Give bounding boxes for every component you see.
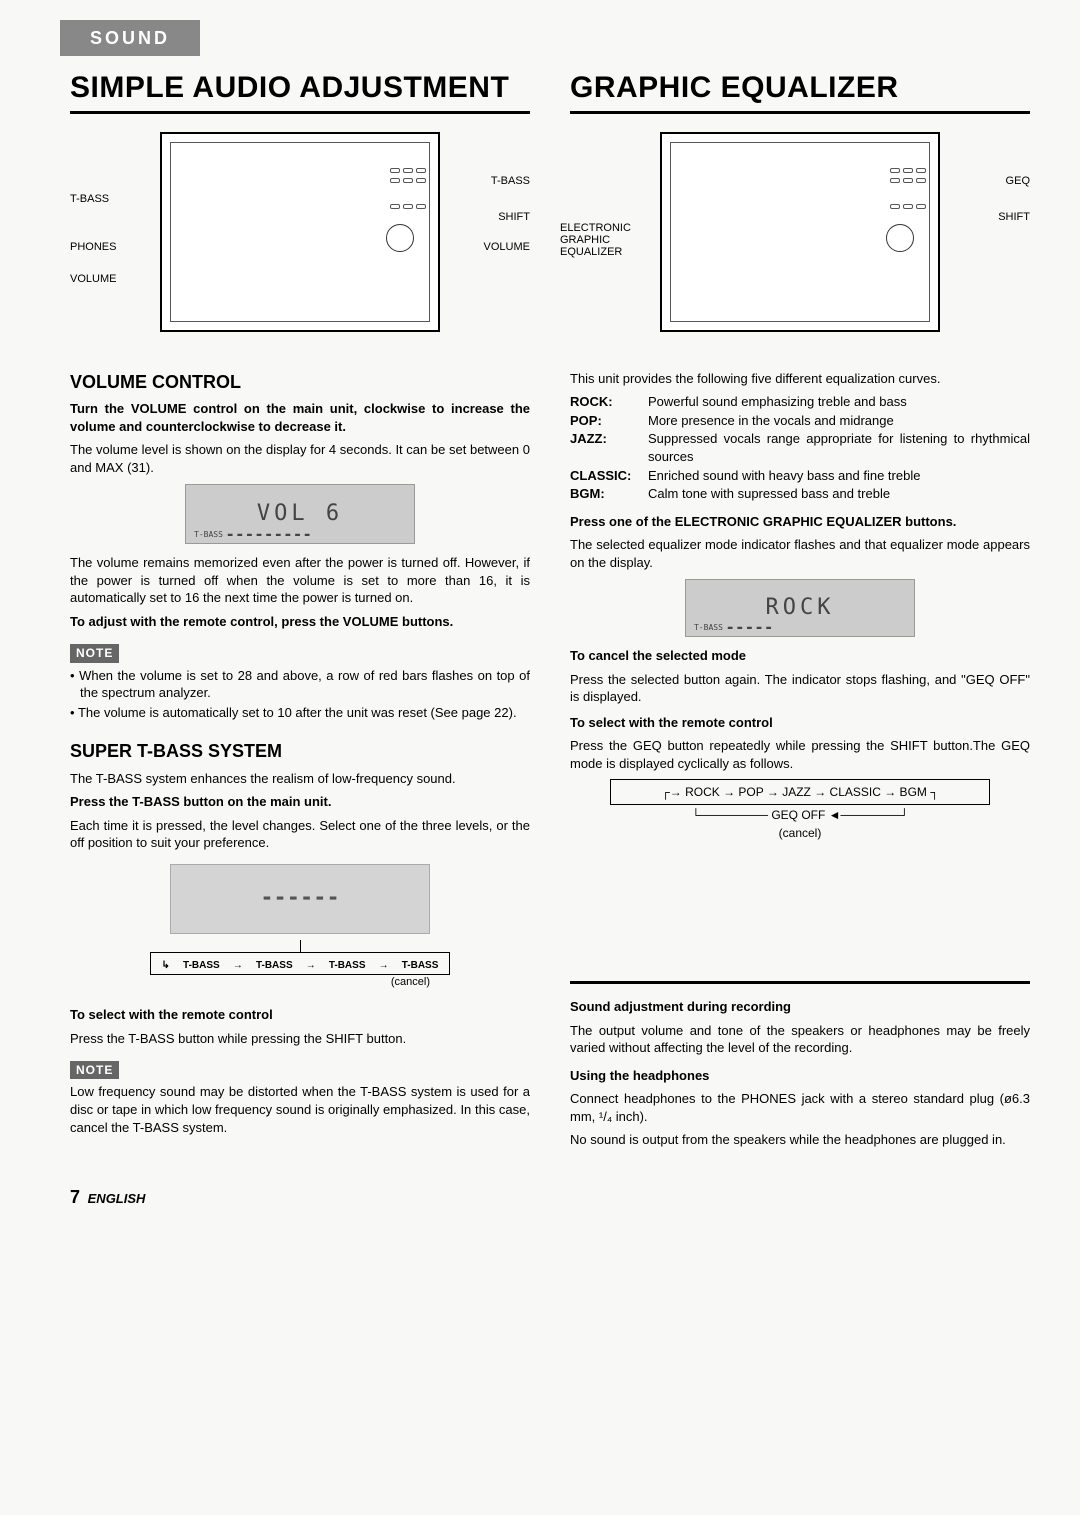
- eq-bgm: BGM:Calm tone with supressed bass and tr…: [570, 485, 1030, 503]
- eq-rock: ROCK:Powerful sound emphasizing treble a…: [570, 393, 1030, 411]
- tbass-cancel-label: (cancel): [130, 975, 470, 990]
- volume-remote-text: To adjust with the remote control, press…: [70, 613, 530, 631]
- eq-intro: This unit provides the following five di…: [570, 370, 1030, 388]
- hp-text1: Connect headphones to the PHONES jack wi…: [570, 1090, 1030, 1125]
- tbass-press: Press the T-BASS button on the main unit…: [70, 793, 530, 811]
- volume-control-heading: VOLUME CONTROL: [70, 370, 530, 394]
- tbass-display: ▬ ▬ ▬ ▬ ▬ ▬: [170, 864, 430, 934]
- eq-cancel-text: Press the selected button again. The ind…: [570, 671, 1030, 706]
- stereo-diagram-left: T-BASS PHONES VOLUME T-BASS SHIFT VOLUME: [70, 132, 530, 352]
- tbass-remote-heading: To select with the remote control: [70, 1006, 530, 1024]
- eq-remote-text: Press the GEQ button repeatedly while pr…: [570, 737, 1030, 772]
- tbass-cycle-diagram: ▬ ▬ ▬ ▬ ▬ ▬ ↳ T-BASS→ T-BASS→ T-BASS→ T-…: [130, 864, 470, 990]
- eq-pop: POP:More presence in the vocals and midr…: [570, 412, 1030, 430]
- eq-classic: CLASSIC:Enriched sound with heavy bass a…: [570, 467, 1030, 485]
- page-lang: ENGLISH: [88, 1191, 146, 1206]
- note1-item1: The volume is automatically set to 10 af…: [70, 704, 530, 722]
- volume-instruction: Turn the VOLUME control on the main unit…: [70, 400, 530, 435]
- eq-display-text: ROCK: [766, 593, 835, 623]
- volume-memory-text: The volume remains memorized even after …: [70, 554, 530, 607]
- page-number: 7: [70, 1187, 80, 1207]
- two-column-layout: SIMPLE AUDIO ADJUSTMENT T-BASS PHONES VO…: [70, 68, 1030, 1155]
- note-badge-1: NOTE: [70, 644, 119, 662]
- volume-display-illustration: VOL 6 T-BASS ▬ ▬ ▬ ▬ ▬ ▬ ▬ ▬ ▬: [185, 484, 415, 544]
- eq-press-heading: Press one of the ELECTRONIC GRAPHIC EQUA…: [570, 513, 1030, 531]
- eq-jazz: JAZZ:Suppressed vocals range appropriate…: [570, 430, 1030, 465]
- tbass-step1: T-BASS: [256, 959, 293, 973]
- tbass-levels: Each time it is pressed, the level chang…: [70, 817, 530, 852]
- hp-heading: Using the headphones: [570, 1067, 1030, 1085]
- divider: [570, 981, 1030, 984]
- label-tbass: T-BASS: [70, 192, 109, 207]
- label-shift-r: SHIFT: [998, 210, 1030, 225]
- note-list-1: When the volume is set to 28 and above, …: [70, 667, 530, 722]
- left-column: SIMPLE AUDIO ADJUSTMENT T-BASS PHONES VO…: [70, 68, 530, 1155]
- geq-cancel-text: (cancel): [570, 825, 1030, 841]
- note1-item0: When the volume is set to 28 and above, …: [70, 667, 530, 702]
- geq-cycle-text: ROCK → POP → JAZZ → CLASSIC → BGM: [685, 785, 927, 799]
- volume-range-text: The volume level is shown on the display…: [70, 441, 530, 476]
- label-shift: SHIFT: [498, 210, 530, 225]
- rec-text: The output volume and tone of the speake…: [570, 1022, 1030, 1057]
- eq-display-illustration: ROCK T-BASS ▬ ▬ ▬ ▬ ▬: [685, 579, 915, 637]
- right-title: GRAPHIC EQUALIZER: [570, 68, 1030, 114]
- label-volume-left: VOLUME: [70, 272, 116, 287]
- geq-cycle-box: ┌→ ROCK → POP → JAZZ → CLASSIC → BGM ┐: [610, 779, 990, 805]
- note-badge-2: NOTE: [70, 1061, 119, 1079]
- eq-cancel-heading: To cancel the selected mode: [570, 647, 1030, 665]
- right-column: GRAPHIC EQUALIZER ELECTRONIC GRAPHIC EQU…: [570, 68, 1030, 1155]
- label-phones: PHONES: [70, 240, 116, 255]
- page-footer: 7 ENGLISH: [70, 1185, 1030, 1209]
- tbass-remote-text: Press the T-BASS button while pressing t…: [70, 1030, 530, 1048]
- geq-off-text: GEQ OFF: [771, 808, 825, 822]
- tbass-step2: T-BASS: [329, 959, 366, 973]
- rec-heading: Sound adjustment during recording: [570, 998, 1030, 1016]
- left-title: SIMPLE AUDIO ADJUSTMENT: [70, 68, 530, 114]
- section-tab: SOUND: [60, 20, 200, 56]
- label-egeq: ELECTRONIC GRAPHIC EQUALIZER: [560, 222, 631, 258]
- label-tbass-right: T-BASS: [491, 174, 530, 189]
- tbass-step0: T-BASS: [183, 959, 220, 973]
- label-geq: GEQ: [1006, 174, 1030, 189]
- vol-display-text: VOL 6: [257, 499, 343, 529]
- label-volume-right: VOLUME: [484, 240, 530, 255]
- tbass-heading: SUPER T-BASS SYSTEM: [70, 739, 530, 763]
- hp-text2: No sound is output from the speakers whi…: [570, 1131, 1030, 1149]
- eq-press-text: The selected equalizer mode indicator fl…: [570, 536, 1030, 571]
- stereo-diagram-right: ELECTRONIC GRAPHIC EQUALIZER GEQ SHIFT: [570, 132, 1030, 352]
- note2-text: Low frequency sound may be distorted whe…: [70, 1083, 530, 1136]
- tbass-intro: The T-BASS system enhances the realism o…: [70, 770, 530, 788]
- tbass-step3: T-BASS: [402, 959, 439, 973]
- eq-remote-heading: To select with the remote control: [570, 714, 1030, 732]
- geq-off-row: └──────── GEQ OFF ◄───────┘: [570, 807, 1030, 823]
